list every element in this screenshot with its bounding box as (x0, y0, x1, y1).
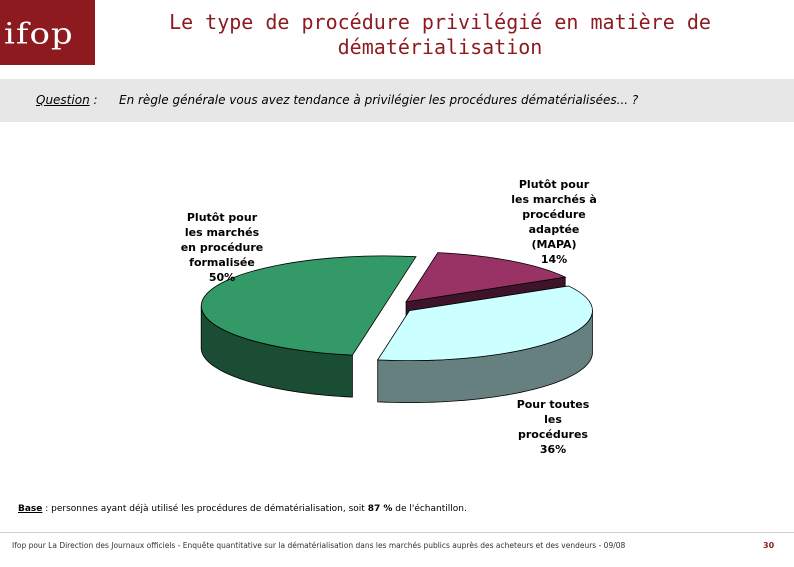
footer-divider (0, 532, 794, 533)
page-title: Le type de procédure privilégié en matiè… (150, 10, 730, 60)
pie-slice-1 (376, 285, 593, 403)
footer-text: Ifop pour La Direction des Journaux offi… (12, 541, 626, 550)
ifop-logo: ifop (0, 0, 95, 65)
page-number: 30 (763, 541, 775, 550)
title-line-2: dématérialisation (337, 35, 543, 59)
slice-label-2: Plutôt pour les marchés en procédure formal… (181, 211, 264, 284)
slice-label-0: Plutôt pour les marchés à procédure adaptée… (511, 178, 597, 266)
base-note: Base : personnes ayant déjà utilisé les … (18, 504, 467, 514)
question-text: En règle générale vous avez tendance à p… (119, 93, 639, 107)
pie-slice-2 (200, 255, 417, 398)
question-label: Question : (36, 93, 98, 107)
slice-label-1: Pour toutes les procédures 36% (517, 398, 590, 456)
title-line-1: Le type de procédure privilégié en matiè… (169, 10, 711, 34)
logo-text: ifop (4, 17, 74, 51)
question-bar: Question : En règle générale vous avez t… (0, 79, 794, 122)
